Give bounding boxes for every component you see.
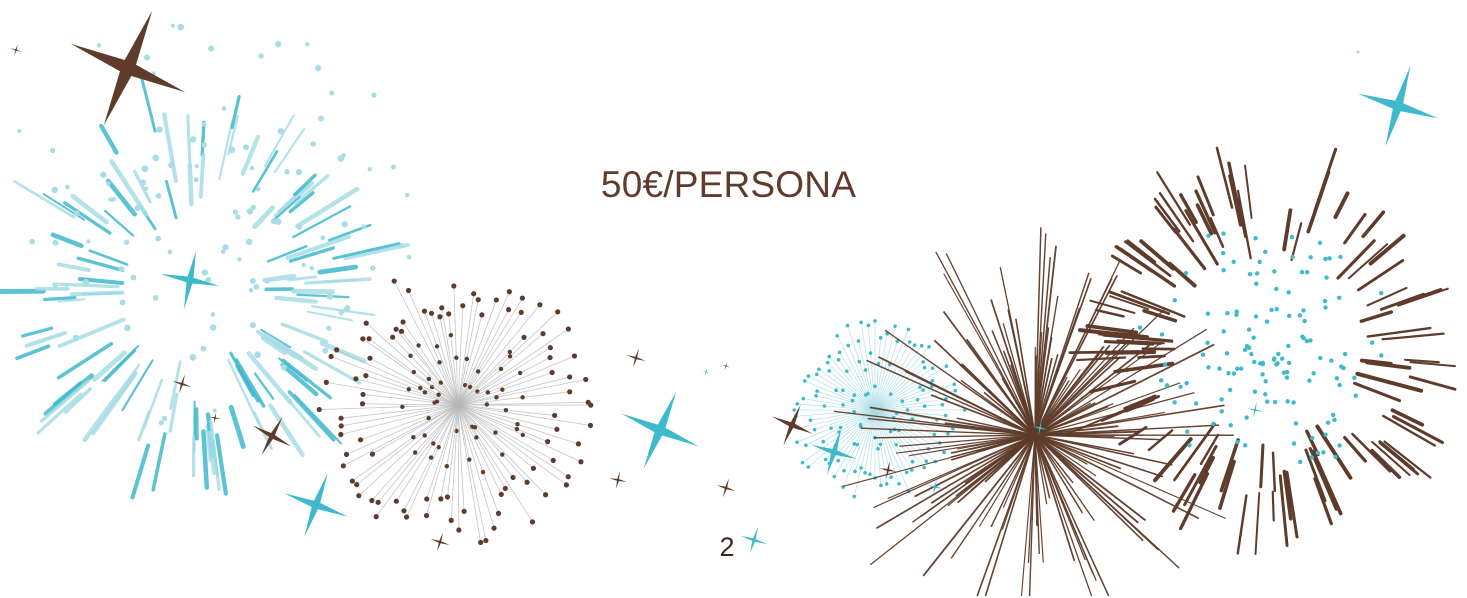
brown-cyan-firework-right bbox=[1066, 146, 1457, 555]
brown-dotted-firework bbox=[316, 278, 594, 545]
brown-burst-firework bbox=[833, 227, 1234, 597]
cyan-firework-left bbox=[0, 23, 412, 500]
sparkle-stars bbox=[10, 10, 1439, 554]
page-number: 2 bbox=[719, 532, 735, 562]
price-per-person: 50€/PERSONA bbox=[600, 164, 857, 205]
